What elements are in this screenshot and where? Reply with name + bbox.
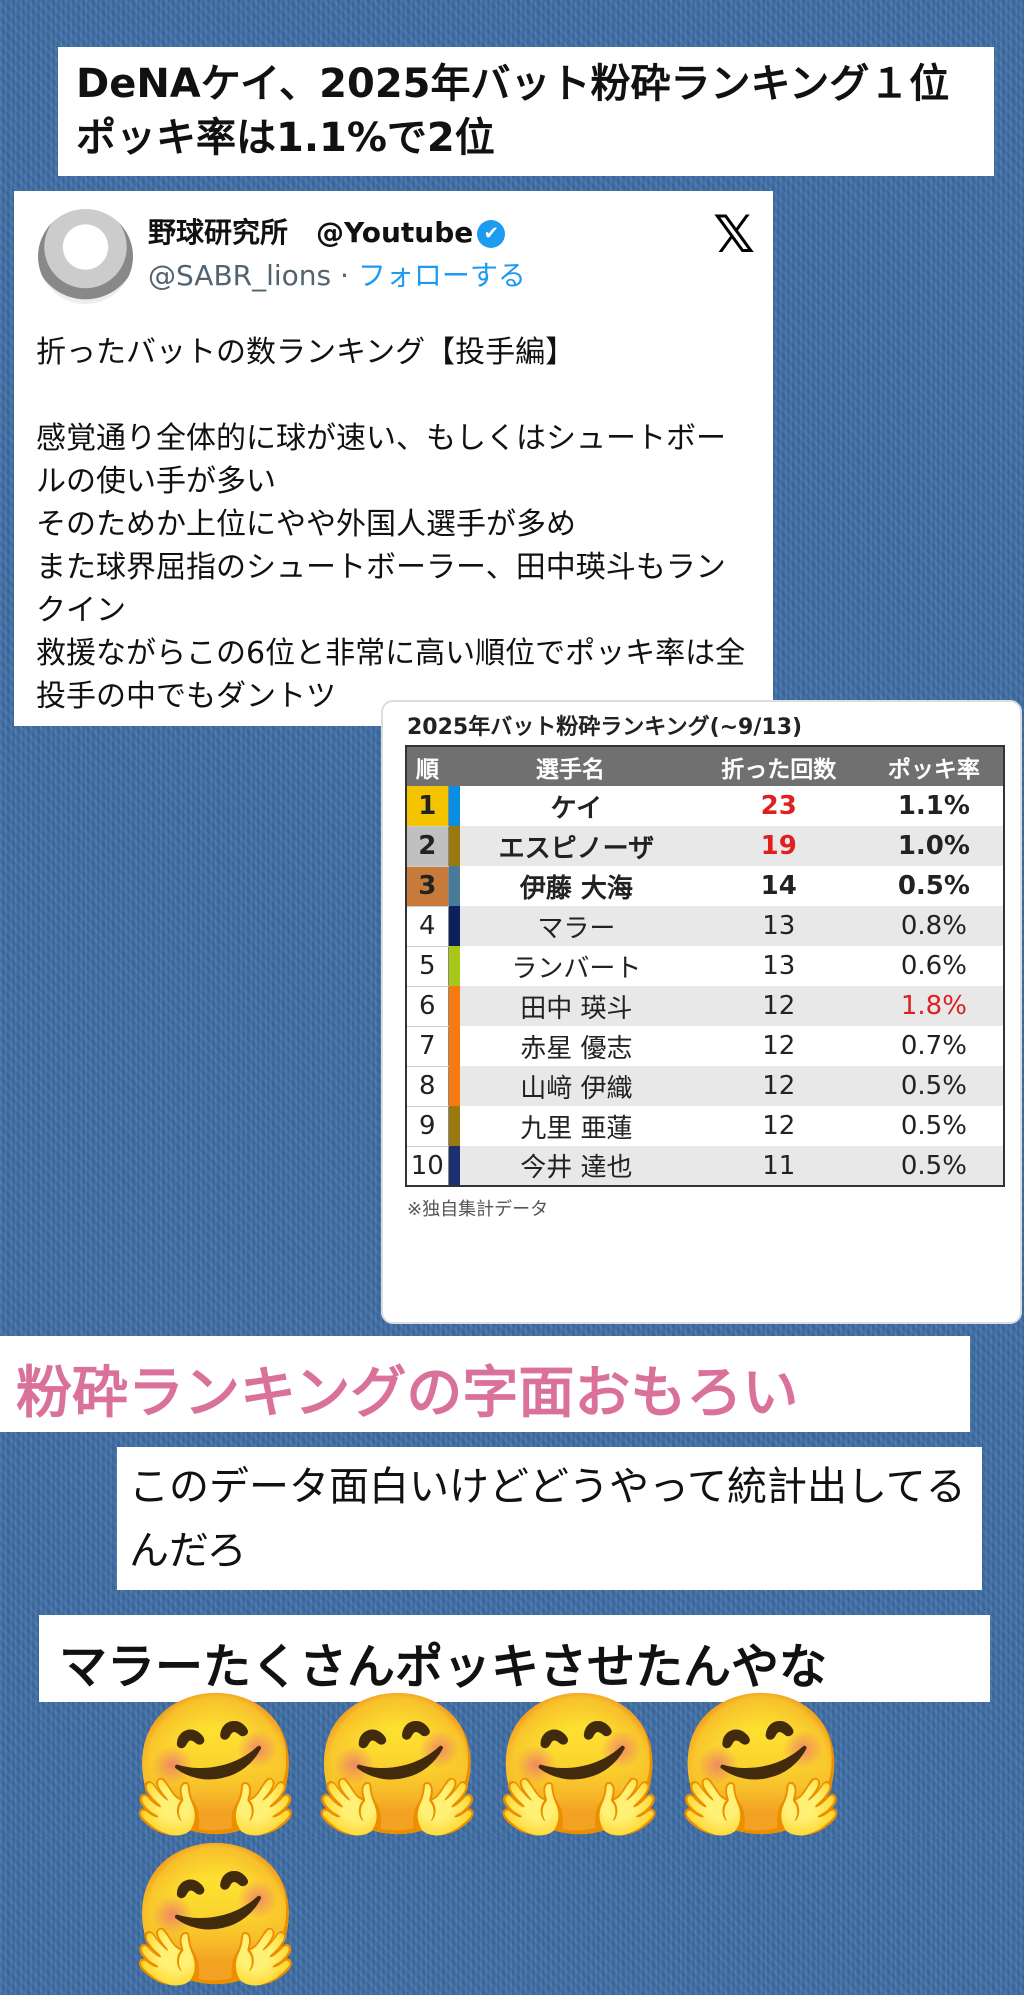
rank-cell: 5: [406, 946, 449, 987]
break-rate: 1.8%: [864, 986, 1004, 1026]
comment-3: マラーたくさんポッキさせたんやな: [39, 1615, 990, 1702]
x-logo-icon[interactable]: 𝕏: [713, 205, 755, 265]
follow-button[interactable]: フォローする: [357, 259, 526, 292]
table-row: 1 ケイ 23 1.1%: [406, 786, 1004, 827]
break-count: 12: [692, 986, 865, 1026]
avatar[interactable]: [38, 209, 133, 304]
player-name: エスピノーザ: [460, 826, 693, 866]
verified-badge-icon: ✔: [477, 220, 506, 248]
headline-line1: DeNAケイ、2025年バット粉砕ランキング１位: [76, 61, 950, 107]
team-color-bar: [448, 1026, 460, 1066]
author-name: 野球研究所 @Youtube: [148, 216, 474, 249]
break-count: 13: [762, 951, 796, 981]
table-row: 8 山﨑 伊織 12 0.5%: [406, 1066, 1004, 1107]
header-count: 折った回数: [692, 746, 865, 786]
break-rate: 1.0%: [864, 826, 1004, 866]
header-name: 選手名: [448, 746, 693, 786]
tweet-handle-row: @SABR_lions · フォローする: [148, 254, 526, 294]
team-color-bar: [448, 1146, 460, 1186]
rank-cell: 4: [406, 906, 449, 947]
team-color-bar: [448, 866, 460, 906]
player-name: マラー: [460, 906, 693, 946]
tweet-card: 野球研究所 @Youtube ✔ @SABR_lions · フォローする 𝕏 折…: [14, 191, 773, 726]
table-row: 4 マラー 13 0.8%: [406, 906, 1004, 947]
break-rate: 0.8%: [864, 906, 1004, 946]
table-footnote: ※独自集計データ: [407, 1199, 549, 1220]
player-name: ランバート: [511, 953, 642, 984]
author-handle[interactable]: @SABR_lions: [148, 259, 332, 292]
break-rate: 0.5%: [864, 1146, 1004, 1186]
player-name: 今井 達也: [460, 1146, 693, 1186]
rank-cell: 9: [406, 1106, 449, 1147]
break-count: 13: [692, 906, 865, 946]
table-row: 6 田中 瑛斗 12 1.8%: [406, 986, 1004, 1027]
break-rate: 0.5%: [897, 871, 970, 901]
break-count: 12: [762, 1111, 796, 1141]
break-rate: 0.5%: [864, 1066, 1004, 1106]
table-row: 10 今井 達也 11 0.5%: [406, 1146, 1004, 1187]
team-color-bar: [448, 946, 460, 986]
player-name: 伊藤 大海: [519, 873, 633, 904]
break-rate: 0.7%: [900, 1031, 967, 1061]
rank-cell: 2: [406, 826, 449, 867]
headline-line2: ポッキ率は1.1%で2位: [76, 115, 495, 161]
header-rank: 順: [406, 746, 448, 786]
table-row: 2 エスピノーザ 19 1.0%: [406, 826, 1004, 867]
comment-2: このデータ面白いけどどうやって統計出してるんだろ: [117, 1447, 982, 1590]
team-color-bar: [448, 1066, 460, 1106]
table-row: 5 ランバート 13 0.6%: [406, 946, 1004, 987]
table-row: 9 九里 亜蓮 12 0.5%: [406, 1106, 1004, 1147]
break-count: 12: [762, 1031, 796, 1061]
break-rate: 0.5%: [900, 1111, 967, 1141]
table-title: 2025年バット粉砕ランキング(~9/13): [407, 715, 803, 740]
break-rate: 0.6%: [900, 951, 967, 981]
player-name: 赤星 優志: [520, 1033, 633, 1064]
table-row: 7 赤星 優志 12 0.7%: [406, 1026, 1004, 1067]
break-count: 23: [760, 791, 797, 821]
tweet-author[interactable]: 野球研究所 @Youtube ✔: [148, 211, 506, 251]
team-color-bar: [448, 986, 460, 1026]
ranking-table-card: 2025年バット粉砕ランキング(~9/13) 順 選手名 折った回数 ポッキ率 …: [381, 700, 1022, 1324]
rank-cell: 6: [406, 986, 449, 1027]
table-row: 3 伊藤 大海 14 0.5%: [406, 866, 1004, 907]
tweet-body: 折ったバットの数ランキング【投手編】 感覚通り全体的に球が速い、もしくはシュート…: [36, 335, 746, 714]
player-name: 田中 瑛斗: [460, 986, 693, 1026]
player-name: 九里 亜蓮: [520, 1113, 633, 1144]
comment-1: 粉砕ランキングの字面おもろい: [0, 1336, 970, 1432]
rank-cell: 1: [406, 786, 449, 827]
separator: ·: [331, 259, 358, 292]
ranking-table: 順 選手名 折った回数 ポッキ率 1 ケイ 23 1.1% 2 エスピノーザ 19…: [405, 745, 1005, 1187]
player-name: ケイ: [550, 793, 603, 824]
rank-cell: 3: [406, 866, 449, 907]
break-rate: 1.1%: [897, 791, 970, 821]
break-count: 12: [692, 1066, 865, 1106]
team-color-bar: [448, 786, 460, 826]
hugging-face-emoji-icons: 🤗🤗🤗🤗🤗: [130, 1684, 858, 1995]
rank-cell: 7: [406, 1026, 449, 1067]
break-count: 11: [692, 1146, 865, 1186]
headline-box: DeNAケイ、2025年バット粉砕ランキング１位 ポッキ率は1.1%で2位: [58, 47, 994, 176]
header-rate: ポッキ率: [864, 746, 1004, 786]
player-name: 山﨑 伊織: [460, 1066, 693, 1106]
team-color-bar: [448, 1106, 460, 1146]
break-count: 19: [692, 826, 865, 866]
break-count: 14: [760, 871, 797, 901]
team-color-bar: [448, 826, 460, 866]
rank-cell: 8: [406, 1066, 449, 1107]
team-color-bar: [448, 906, 460, 946]
rank-cell: 10: [406, 1146, 449, 1187]
